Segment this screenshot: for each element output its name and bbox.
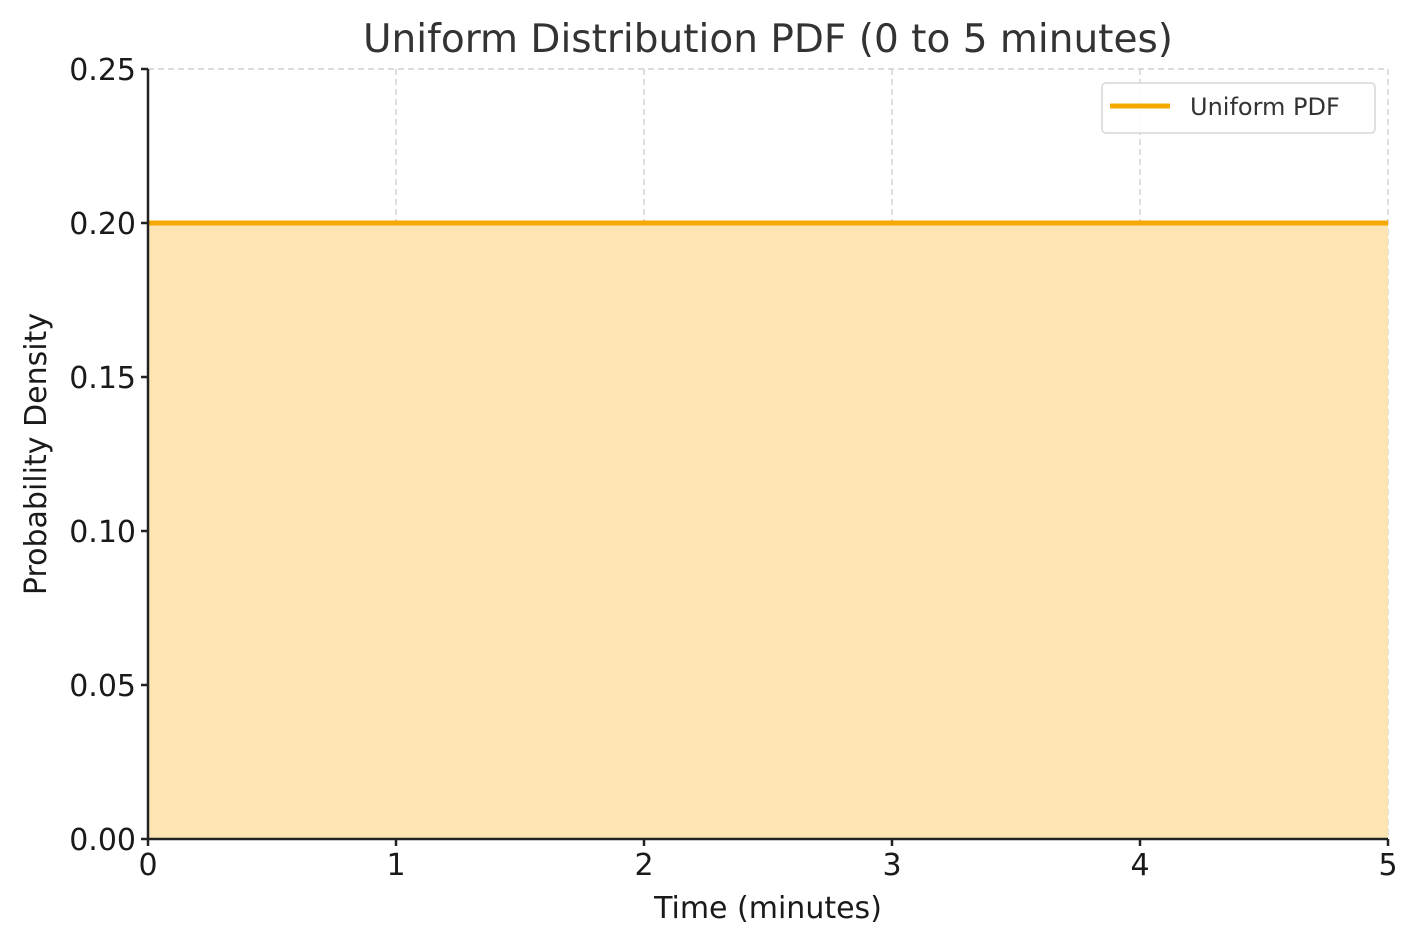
x-tick-label: 0 [138,848,157,883]
x-axis-label: Time (minutes) [653,891,882,926]
x-tick-label: 3 [882,848,901,883]
x-tick-label: 5 [1378,848,1397,883]
x-tick-label: 2 [634,848,653,883]
fill-area [148,223,1388,839]
y-tick-label: 0.25 [69,53,136,88]
legend: Uniform PDF [1101,82,1376,134]
legend-label: Uniform PDF [1190,93,1340,121]
y-tick-label: 0.15 [69,361,136,396]
y-tick-label: 0.05 [69,669,136,704]
axes [146,69,1388,841]
y-axis-label: Probability Density [19,313,54,595]
x-tick-label: 4 [1130,848,1149,883]
ticks: 0 1 2 3 4 5 0.00 0.05 0.10 0.15 0.20 0.25 [69,53,1397,883]
y-tick-label: 0.20 [69,207,136,242]
series-fill-area [148,223,1388,839]
x-tick-label: 1 [386,848,405,883]
y-tick-label: 0.00 [69,823,136,858]
y-tick-label: 0.10 [69,515,136,550]
chart-title: Uniform Distribution PDF (0 to 5 minutes… [363,17,1173,62]
legend-box [1101,82,1376,134]
